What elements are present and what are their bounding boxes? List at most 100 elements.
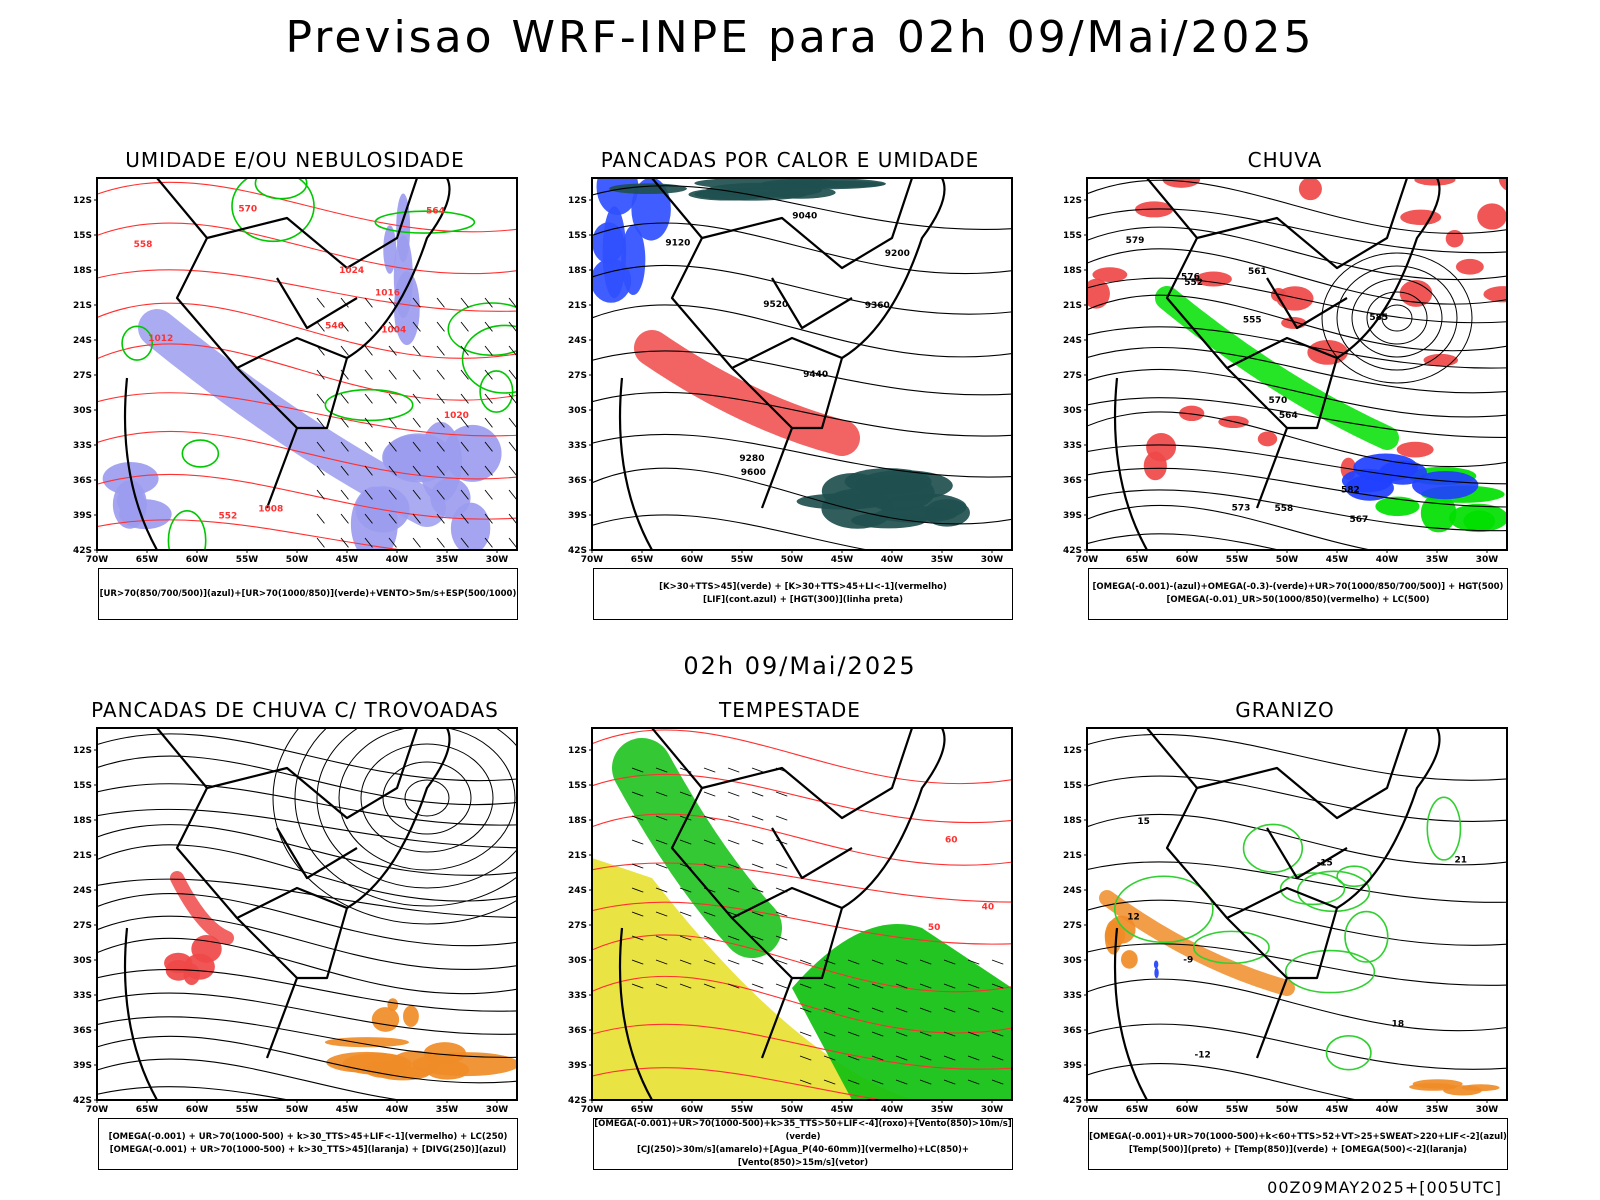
rain-area-red bbox=[1477, 203, 1507, 230]
wind-vector bbox=[484, 345, 493, 356]
contour-label: 1016 bbox=[375, 289, 400, 299]
country-border bbox=[841, 728, 946, 909]
wind-vector bbox=[655, 911, 668, 917]
contour-line bbox=[97, 808, 517, 849]
wind-vector bbox=[508, 417, 517, 428]
wind-vector bbox=[412, 465, 421, 476]
lon-tick-label: 30W bbox=[1476, 555, 1499, 565]
country-border bbox=[618, 927, 653, 1100]
wind-vector bbox=[460, 345, 469, 356]
contour-line bbox=[1087, 179, 1507, 234]
wind-vector bbox=[340, 417, 349, 428]
panel-title: UMIDADE E/OU NEBULOSIDADE bbox=[125, 148, 465, 172]
wind-vector bbox=[631, 911, 644, 917]
wind-vector bbox=[943, 1031, 956, 1037]
lat-tick-label: 42S bbox=[1063, 1096, 1082, 1106]
contour-line bbox=[97, 181, 517, 233]
lon-tick-label: 55W bbox=[236, 555, 259, 565]
lat-tick-label: 36S bbox=[1063, 1026, 1082, 1036]
country-border bbox=[771, 827, 853, 880]
wind-vector bbox=[436, 417, 445, 428]
thunder-area-orange bbox=[371, 1007, 400, 1032]
contour-line bbox=[97, 893, 517, 947]
contour-label: 18 bbox=[1392, 1019, 1405, 1029]
contour-label: 9360 bbox=[865, 301, 890, 311]
wind-vector bbox=[751, 959, 764, 965]
wind-vector bbox=[412, 489, 421, 500]
lat-tick-label: 27S bbox=[568, 921, 587, 931]
lat-tick-label: 15S bbox=[1063, 781, 1082, 791]
contour-label: -12 bbox=[1195, 1050, 1211, 1060]
wind-vector bbox=[460, 297, 469, 308]
contour-label: 585 bbox=[1369, 313, 1388, 323]
contour-line bbox=[1087, 347, 1507, 394]
green-contour bbox=[479, 370, 514, 413]
lon-tick-label: 65W bbox=[1126, 1105, 1149, 1115]
country-border bbox=[651, 728, 794, 1059]
green-contour bbox=[1284, 949, 1376, 994]
lat-tick-label: 42S bbox=[1063, 546, 1082, 556]
panel-title: CHUVA bbox=[1247, 148, 1323, 172]
contour-label: 558 bbox=[1275, 504, 1294, 514]
lon-tick-label: 45W bbox=[1326, 555, 1349, 565]
wind-vector bbox=[871, 1079, 884, 1085]
lon-tick-label: 35W bbox=[436, 555, 459, 565]
lon-tick-label: 50W bbox=[781, 555, 804, 565]
map-layer: -15 -12 -9 12 15 18 21 bbox=[1087, 728, 1507, 1100]
lon-tick-label: 45W bbox=[1326, 1105, 1349, 1115]
legend-line: [OMEGA(-0.01)_UR>50(1000/850)(vermelho) … bbox=[1166, 595, 1430, 605]
green-contour bbox=[374, 210, 476, 234]
wind-vector bbox=[727, 839, 740, 845]
contour-line bbox=[97, 969, 517, 1012]
thunder-area-red bbox=[170, 871, 234, 945]
lon-tick-label: 60W bbox=[1176, 555, 1199, 565]
legend-box: [K>30+TTS>45](verde) + [K>30+TTS>45+LI<-… bbox=[593, 568, 1013, 620]
wind-vector bbox=[655, 839, 668, 845]
wind-vector bbox=[655, 959, 668, 965]
wind-vector bbox=[340, 513, 349, 524]
legend-line: [OMEGA(-0.001)+UR>70(1000-500)+k>35_TTS>… bbox=[594, 1119, 1012, 1142]
wind-vector bbox=[823, 1031, 836, 1037]
wind-vector bbox=[727, 767, 740, 773]
wind-vector bbox=[436, 513, 445, 524]
rain-area-red bbox=[1179, 405, 1205, 422]
panel-storm: TEMPESTADE 40 50 60 12S 15S 18S 21S 24S 27S 30S 33S… bbox=[555, 698, 1025, 1198]
contour-line bbox=[97, 474, 517, 520]
legend-line: [K>30+TTS>45](verde) + [K>30+TTS>45+LI<-… bbox=[659, 582, 947, 592]
country-border bbox=[1113, 377, 1148, 550]
wind-vector bbox=[436, 537, 445, 548]
country-border bbox=[1146, 178, 1289, 509]
wind-vector bbox=[436, 297, 445, 308]
country-border bbox=[1196, 178, 1409, 270]
lon-tick-label: 70W bbox=[86, 1105, 109, 1115]
wind-vector bbox=[703, 983, 716, 989]
wind-vector bbox=[655, 887, 668, 893]
country-border bbox=[123, 927, 158, 1100]
wind-vector bbox=[751, 911, 764, 917]
legend-box: [OMEGA(-0.001)-(azul)+OMEGA(-0.3)-(verde… bbox=[1088, 568, 1508, 620]
wind-vector bbox=[799, 983, 812, 989]
wind-vector bbox=[412, 393, 421, 404]
wind-vector bbox=[775, 863, 788, 869]
wind-vector bbox=[436, 465, 445, 476]
lat-tick-label: 36S bbox=[73, 1026, 92, 1036]
country-border bbox=[771, 277, 853, 330]
contour-line bbox=[97, 844, 517, 902]
streamline bbox=[294, 728, 517, 907]
wind-vector bbox=[508, 297, 517, 308]
wind-vector bbox=[967, 1055, 980, 1061]
country-border bbox=[276, 827, 358, 880]
wind-vector bbox=[412, 369, 421, 380]
wind-vector bbox=[436, 321, 445, 332]
contour-label: 573 bbox=[1232, 503, 1251, 513]
wind-vector bbox=[991, 1079, 1004, 1085]
wind-vector bbox=[799, 1079, 812, 1085]
rain-area-red bbox=[1414, 178, 1456, 186]
hail-area-blue bbox=[1154, 967, 1159, 979]
wind-vector bbox=[484, 393, 493, 404]
wind-vector bbox=[316, 465, 325, 476]
rain-area-green bbox=[1449, 503, 1507, 533]
wind-vector bbox=[316, 321, 325, 332]
map-frame bbox=[591, 177, 1013, 551]
rain-area-red bbox=[1092, 267, 1128, 283]
